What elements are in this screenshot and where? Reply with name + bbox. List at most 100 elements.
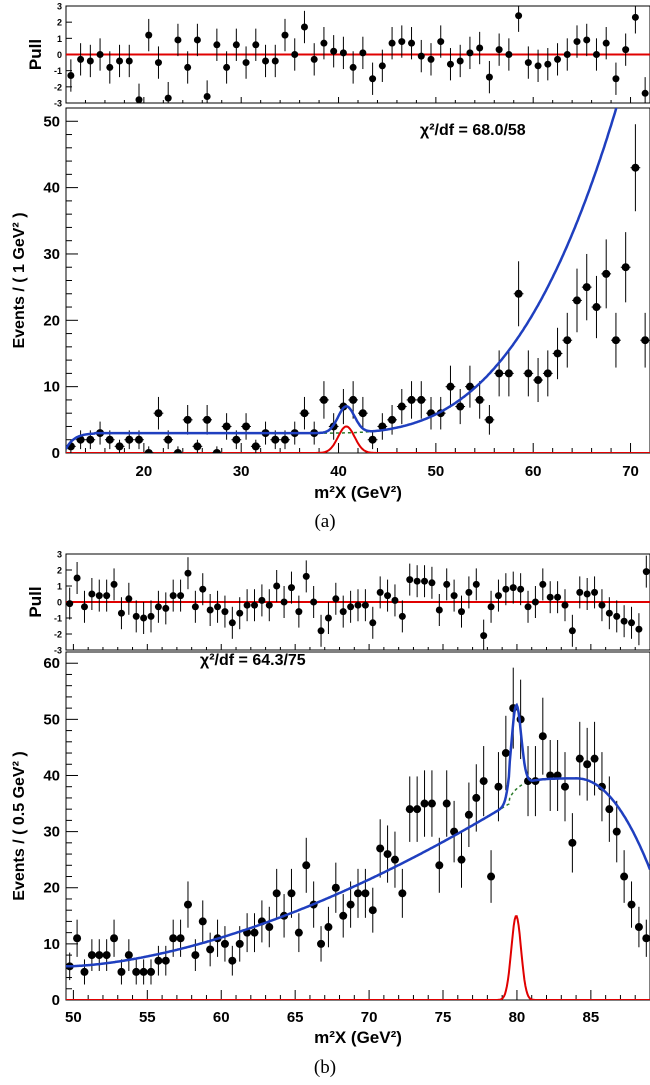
data-point xyxy=(144,449,153,453)
pull-point xyxy=(515,12,523,20)
data-point xyxy=(592,303,601,312)
x-tick-label: 70 xyxy=(361,1009,378,1026)
pull-point xyxy=(106,63,114,71)
data-point xyxy=(582,283,591,292)
data-point xyxy=(435,861,444,870)
data-point xyxy=(465,382,474,391)
pull-point xyxy=(193,36,201,44)
pull-y-tick-label: -2 xyxy=(54,630,62,640)
data-point xyxy=(504,369,513,378)
pull-point xyxy=(86,57,94,65)
data-point xyxy=(206,945,215,954)
pull-point xyxy=(271,57,279,65)
total-fit-curve xyxy=(66,702,650,968)
y-tick-label: 20 xyxy=(43,312,60,329)
data-point xyxy=(368,906,377,915)
pull-point xyxy=(67,72,75,80)
pull-point xyxy=(457,608,465,616)
pull-point xyxy=(466,49,474,57)
data-point xyxy=(546,771,555,780)
chi2-annotation: χ²/df = 68.0/58 xyxy=(420,122,526,139)
pull-point xyxy=(232,41,240,49)
pull-point xyxy=(480,632,488,640)
y-tick-label: 30 xyxy=(43,246,60,263)
total-fit-curve xyxy=(66,108,618,450)
data-point xyxy=(139,967,148,976)
data-point xyxy=(501,749,510,758)
data-point xyxy=(346,900,355,909)
pull-point xyxy=(554,55,562,63)
y-axis-label: Events / ( 1 GeV² ) xyxy=(11,212,28,348)
data-point xyxy=(479,777,488,786)
y-tick-label: 0 xyxy=(52,445,60,462)
data-point xyxy=(495,369,504,378)
pull-point xyxy=(531,598,539,606)
pull-point xyxy=(132,612,140,620)
y-tick-label: 40 xyxy=(43,180,60,197)
data-point xyxy=(173,449,182,453)
pull-point xyxy=(281,31,289,39)
pull-point xyxy=(154,59,162,67)
data-point xyxy=(390,855,399,864)
data-point xyxy=(161,956,170,965)
y-tick-label: 10 xyxy=(43,379,60,396)
data-point xyxy=(250,928,259,937)
pull-point xyxy=(117,609,125,617)
pull-point xyxy=(135,96,143,103)
x-tick-label: 75 xyxy=(435,1009,452,1026)
pull-point xyxy=(369,619,377,627)
pull-y-tick-label: -3 xyxy=(54,99,62,109)
pull-point xyxy=(544,60,552,68)
data-point xyxy=(642,934,650,943)
x-tick-label: 60 xyxy=(213,1009,230,1026)
x-tick-label: 50 xyxy=(428,463,445,480)
pull-point xyxy=(435,606,443,614)
data-point xyxy=(80,967,89,976)
pull-point xyxy=(262,57,270,65)
pull-y-tick-label: 1 xyxy=(57,34,62,44)
data-point xyxy=(397,402,406,411)
pull-point xyxy=(635,625,643,633)
chart-panel-a: 20 30 40 50 60 70 0 10 20 30 40 50 -3 -2 -1 0 1 2 3 Pull Eve… xyxy=(11,2,650,532)
data-point xyxy=(590,754,599,763)
data-point xyxy=(132,967,141,976)
pull-point xyxy=(339,608,347,616)
data-point xyxy=(235,939,244,948)
data-point xyxy=(524,369,533,378)
x-tick-label: 20 xyxy=(136,463,153,480)
data-point xyxy=(612,827,621,836)
data-point xyxy=(602,269,611,278)
pull-point xyxy=(485,73,493,81)
pull-point xyxy=(206,606,214,614)
pull-point xyxy=(592,51,600,58)
data-point xyxy=(183,415,192,424)
data-point xyxy=(110,934,119,943)
data-point xyxy=(105,435,114,444)
pull-point xyxy=(280,598,288,606)
pull-point xyxy=(613,612,621,620)
data-point xyxy=(560,782,569,791)
pull-point xyxy=(110,580,118,588)
data-point xyxy=(358,409,367,418)
pull-point xyxy=(252,41,260,49)
data-point xyxy=(383,850,392,859)
data-point xyxy=(339,911,348,920)
pull-point xyxy=(465,588,473,596)
data-point xyxy=(220,939,229,948)
pull-point xyxy=(631,13,639,21)
pull-point xyxy=(184,63,192,71)
pull-point xyxy=(287,584,295,592)
pull-point xyxy=(487,603,495,611)
pull-point xyxy=(494,592,502,600)
y-tick-label: 20 xyxy=(43,880,60,897)
pull-point xyxy=(583,590,591,598)
data-point xyxy=(169,934,178,943)
data-point xyxy=(294,928,303,937)
pull-point xyxy=(472,580,480,588)
data-point xyxy=(125,435,134,444)
x-tick-label: 60 xyxy=(525,463,542,480)
pull-point xyxy=(302,572,310,580)
pull-point xyxy=(539,580,547,588)
x-axis-label: m²X (GeV²) xyxy=(314,1028,402,1047)
data-point xyxy=(605,805,614,814)
